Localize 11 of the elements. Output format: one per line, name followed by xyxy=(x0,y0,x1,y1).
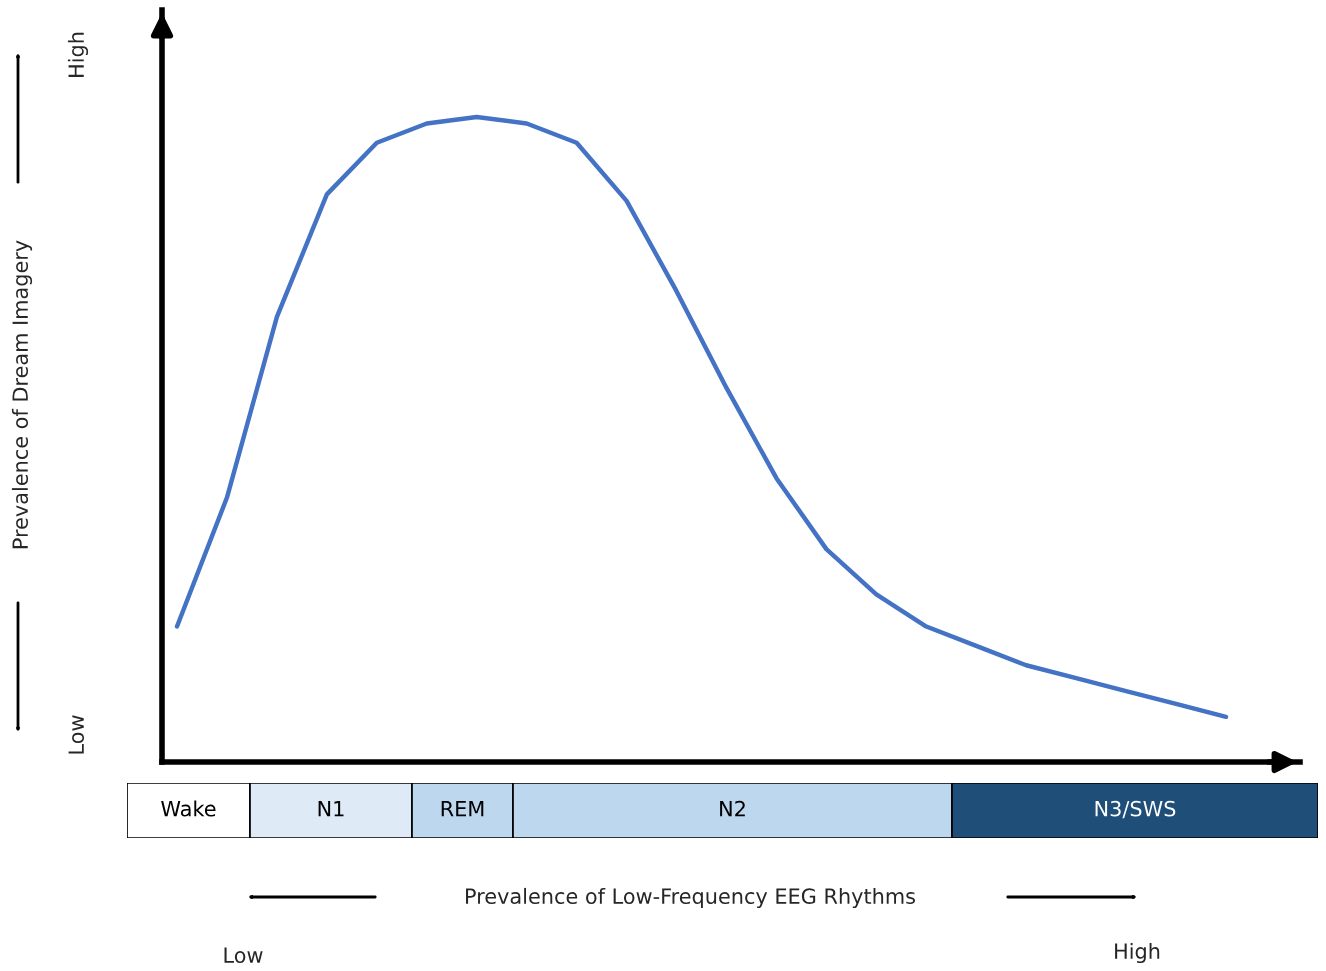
text: N2 xyxy=(720,800,745,817)
text: Low xyxy=(224,947,263,964)
text: Prevalence of Dream Imagery xyxy=(11,240,33,549)
text: High xyxy=(67,32,89,77)
text: Wake xyxy=(161,800,216,817)
text: N1 xyxy=(318,801,344,817)
text: Low xyxy=(68,715,85,754)
text: High xyxy=(1115,942,1160,964)
text: Prevalence of Low-Frequency EEG Rhythms xyxy=(466,887,915,909)
text: N3/SWS xyxy=(1095,800,1176,819)
text: REM xyxy=(441,801,484,817)
